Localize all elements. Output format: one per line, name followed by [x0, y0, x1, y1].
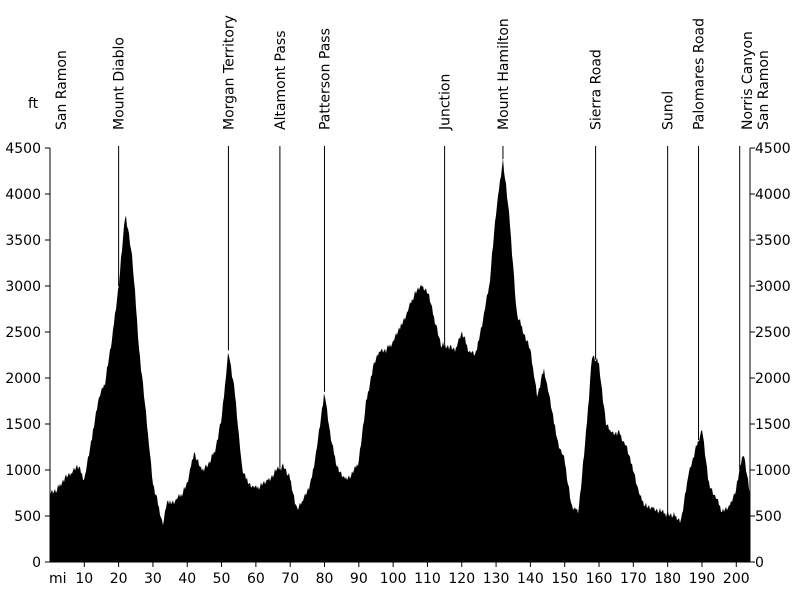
y-tick-label-left: 4000 [5, 187, 41, 203]
x-tick-label: 90 [350, 571, 368, 587]
y-tick-label-right: 4500 [755, 141, 791, 157]
waypoint-label: Sierra Road [589, 49, 605, 130]
x-tick-label: 110 [414, 571, 441, 587]
y-tick-label-right: 1500 [755, 417, 791, 433]
waypoint-label: San Ramon [54, 50, 70, 130]
y-tick-label-left: 0 [32, 555, 41, 571]
axes: 0 0 500 500 1000 1000 1500 1500 2000 2000 2500 2500… [5, 141, 790, 587]
waypoint-label: Altamont Pass [273, 30, 289, 130]
x-tick-label: 40 [178, 571, 196, 587]
y-tick-label-left: 3000 [5, 279, 41, 295]
y-tick-label-right: 3000 [755, 279, 791, 295]
y-tick-label-right: 1000 [755, 463, 791, 479]
y-tick-label-left: 1000 [5, 463, 41, 479]
x-tick-label: 10 [75, 571, 93, 587]
x-tick-label: 20 [110, 571, 128, 587]
plot-area [50, 158, 750, 563]
waypoint-labels: San Ramon Mount Diablo Morgan Territory Alt… [54, 15, 772, 131]
x-tick-label: 170 [620, 571, 647, 587]
x-tick-label: 160 [586, 571, 613, 587]
waypoint-label: Junction [438, 74, 454, 131]
waypoint-markers [118, 146, 741, 515]
y-tick-label-left: 2000 [5, 371, 41, 387]
y-tick-label-right: 0 [755, 555, 764, 571]
waypoint-label: San Ramon [756, 50, 772, 130]
x-tick-label: 60 [247, 571, 265, 587]
y-tick-label-right: 2000 [755, 371, 791, 387]
waypoint-label: Mount Hamilton [496, 18, 512, 130]
y-tick-label-left: 3500 [5, 233, 41, 249]
x-tick-label: 140 [517, 571, 544, 587]
y-tick-label-left: 4500 [5, 141, 41, 157]
x-tick-label: 120 [448, 571, 475, 587]
y-unit-label: ft [28, 96, 39, 112]
waypoint-label: Patterson Pass [318, 28, 334, 130]
x-tick-label: 130 [483, 571, 510, 587]
x-tick-label: 50 [213, 571, 231, 587]
waypoint-label: Palomares Road [692, 18, 708, 130]
x-tick-label: 190 [689, 571, 716, 587]
x-tick-label: 150 [551, 571, 578, 587]
x-tick-label: 180 [654, 571, 681, 587]
y-tick-label-right: 3500 [755, 233, 791, 249]
y-tick-label-left: 500 [14, 509, 41, 525]
y-tick-label-left: 1500 [5, 417, 41, 433]
y-tick-label-right: 500 [755, 509, 782, 525]
x-tick-label: 80 [316, 571, 334, 587]
x-tick-label: 30 [144, 571, 162, 587]
waypoint-label: Mount Diablo [112, 37, 128, 130]
x-tick-label: 70 [281, 571, 299, 587]
x-tick-label: 100 [380, 571, 407, 587]
y-tick-label-right: 2500 [755, 325, 791, 341]
elevation-area [50, 158, 750, 563]
x-unit-label: mi [49, 571, 67, 587]
y-tick-label-left: 2500 [5, 325, 41, 341]
waypoint-label: Morgan Territory [221, 15, 237, 130]
y-tick-label-right: 4000 [755, 187, 791, 203]
x-tick-label: 200 [723, 571, 750, 587]
waypoint-label: Sunol [661, 91, 677, 130]
waypoint-label: Norris Canyon [740, 31, 756, 130]
